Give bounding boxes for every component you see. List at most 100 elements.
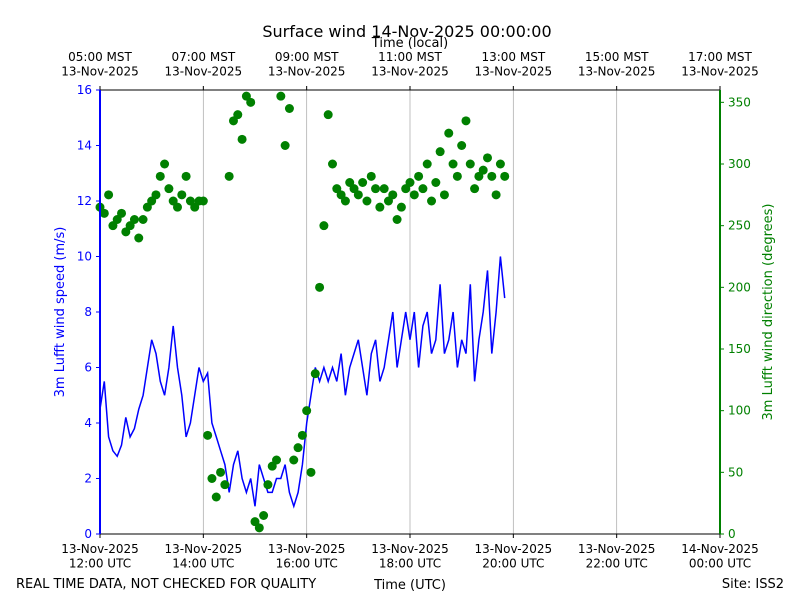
direction-point	[340, 196, 350, 206]
top-axis-label: Time (local)	[371, 36, 448, 51]
direction-point	[418, 184, 428, 194]
top-x-tick-label: 15:00 MST 13-Nov-2025	[578, 50, 656, 78]
direction-point	[371, 184, 381, 194]
direction-point	[237, 134, 247, 144]
direction-point	[495, 159, 505, 169]
direction-point	[457, 141, 467, 150]
y2-axis-label: 3m Lufft wind direction (degrees)	[761, 204, 776, 421]
top-x-tick-label: 07:00 MST 13-Nov-2025	[165, 50, 243, 78]
direction-point	[220, 480, 230, 490]
direction-point	[263, 480, 273, 490]
direction-point	[203, 430, 213, 440]
direction-point	[435, 147, 445, 157]
direction-point	[353, 190, 363, 200]
direction-point	[160, 159, 170, 169]
direction-point	[138, 215, 148, 224]
direction-point	[284, 104, 294, 113]
y-tick-label: 6	[84, 361, 92, 375]
y2-tick-label: 50	[728, 465, 743, 479]
direction-point	[319, 221, 329, 231]
direction-point	[198, 196, 208, 206]
y-tick-label: 10	[77, 250, 92, 264]
direction-point	[500, 171, 510, 181]
direction-point	[392, 215, 402, 224]
direction-point	[310, 369, 320, 379]
direction-point	[388, 190, 398, 200]
direction-point	[328, 159, 337, 169]
direction-point	[448, 159, 458, 169]
y2-tick-label: 250	[728, 219, 751, 233]
direction-point	[211, 492, 221, 502]
direction-point	[358, 178, 368, 187]
direction-point	[379, 184, 389, 194]
y2-tick-label: 150	[728, 342, 751, 356]
y2-tick-label: 300	[728, 157, 751, 171]
direction-point	[409, 190, 419, 200]
direction-point	[129, 215, 139, 224]
y-tick-label: 0	[84, 527, 92, 541]
direction-point	[414, 171, 424, 181]
direction-point	[452, 171, 462, 181]
direction-point	[422, 159, 432, 169]
direction-point	[362, 196, 372, 206]
direction-point	[280, 141, 290, 150]
x-tick-label: 13-Nov-2025 14:00 UTC	[165, 542, 243, 570]
direction-point	[181, 171, 191, 181]
x-tick-label: 13-Nov-2025 18:00 UTC	[371, 542, 449, 570]
y-tick-label: 14	[77, 139, 92, 153]
direction-point	[155, 171, 165, 181]
x-axis-label: Time (UTC)	[373, 578, 446, 593]
direction-point	[117, 208, 127, 218]
direction-point	[207, 474, 217, 483]
direction-point	[465, 159, 475, 169]
footer-site: Site: ISS2	[722, 577, 784, 592]
speed-line	[99, 256, 506, 509]
direction-point	[396, 202, 406, 212]
chart-title: Surface wind 14-Nov-2025 00:00:00	[262, 22, 551, 41]
direction-point	[491, 190, 501, 200]
y-tick-label: 2	[84, 472, 92, 486]
x-tick-label: 13-Nov-2025 20:00 UTC	[475, 542, 553, 570]
y-tick-label: 16	[77, 83, 92, 97]
direction-point	[224, 171, 234, 181]
direction-point	[483, 153, 492, 163]
direction-point	[444, 128, 454, 138]
x-tick-label: 13-Nov-2025 12:00 UTC	[61, 542, 139, 570]
direction-point	[259, 511, 269, 520]
direction-point	[315, 282, 325, 292]
top-x-tick-label: 09:00 MST 13-Nov-2025	[268, 50, 346, 78]
y2-tick-label: 350	[728, 95, 751, 109]
direction-point	[427, 196, 437, 206]
direction-point	[134, 233, 144, 243]
direction-point	[164, 184, 174, 194]
direction-point	[99, 208, 109, 218]
direction-point	[306, 467, 316, 477]
direction-point	[375, 202, 385, 212]
y2-tick-label: 0	[728, 527, 736, 541]
direction-point	[470, 184, 480, 194]
footer-note: REAL TIME DATA, NOT CHECKED FOR QUALITY	[16, 577, 316, 592]
direction-point	[246, 97, 256, 107]
direction-point	[302, 406, 312, 416]
top-x-tick-label: 05:00 MST 13-Nov-2025	[61, 50, 139, 78]
direction-point	[478, 165, 488, 175]
y-axis-label: 3m Lufft wind speed (m/s)	[53, 227, 68, 398]
direction-point	[431, 178, 441, 187]
direction-point	[177, 190, 187, 200]
direction-point	[439, 190, 449, 200]
x-tick-label: 13-Nov-2025 16:00 UTC	[268, 542, 346, 570]
direction-point	[289, 455, 299, 465]
direction-point	[366, 171, 376, 181]
direction-point	[276, 91, 286, 101]
y2-tick-label: 100	[728, 404, 751, 418]
direction-point	[233, 110, 243, 120]
y-tick-label: 4	[84, 416, 92, 430]
direction-point	[216, 467, 226, 477]
top-x-tick-label: 11:00 MST 13-Nov-2025	[371, 50, 449, 78]
direction-point	[272, 455, 282, 465]
x-tick-label: 13-Nov-2025 22:00 UTC	[578, 542, 656, 570]
direction-point	[104, 190, 114, 200]
x-tick-label: 14-Nov-2025 00:00 UTC	[681, 542, 759, 570]
y2-tick-label: 200	[728, 280, 751, 294]
